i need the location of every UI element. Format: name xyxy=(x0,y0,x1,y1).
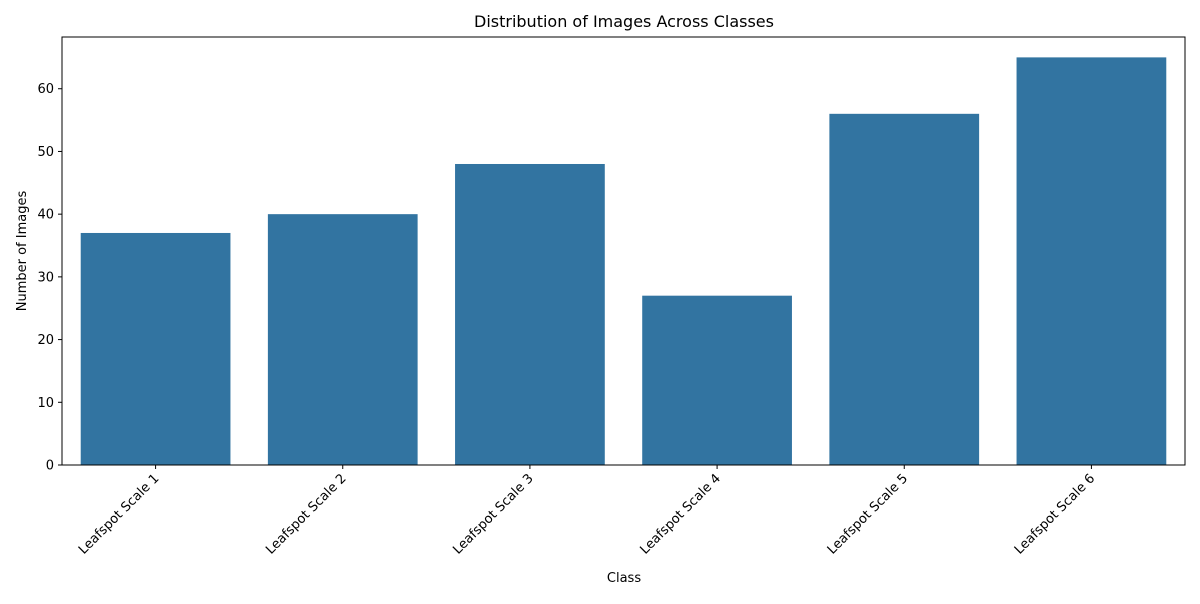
plot-frame xyxy=(61,36,1186,466)
y-tick-label: 20 xyxy=(37,333,54,348)
x-tick-label: Leafspot Scale 4 xyxy=(638,471,724,557)
y-tick-label: 40 xyxy=(37,208,54,223)
x-axis-label: Class xyxy=(607,571,641,586)
bar-4 xyxy=(642,295,792,465)
bar-3 xyxy=(455,163,605,465)
x-tick-label: Leafspot Scale 3 xyxy=(450,471,536,557)
y-tick-label: 60 xyxy=(37,82,54,97)
y-tick-label: 50 xyxy=(37,145,54,160)
bar-2 xyxy=(267,214,418,465)
bar-6 xyxy=(1016,57,1167,465)
y-axis-ticks: 0 10 20 30 40 50 60 xyxy=(37,82,62,474)
x-tick-label: Leafspot Scale 2 xyxy=(263,471,349,557)
y-axis-label: Number of Images xyxy=(15,191,30,312)
bars-layer xyxy=(80,57,1167,466)
x-axis-ticks: Leafspot Scale 1 Leafspot Scale 2 Leafspot… xyxy=(76,465,1098,558)
y-tick-label: 30 xyxy=(37,270,54,285)
x-tick-label: Leafspot Scale 1 xyxy=(76,471,162,557)
chart-title: Distribution of Images Across Classes xyxy=(474,12,774,31)
bar-1 xyxy=(80,232,231,465)
y-tick-label: 0 xyxy=(46,459,54,474)
x-tick-label: Leafspot Scale 6 xyxy=(1012,471,1098,557)
x-tick-label: Leafspot Scale 5 xyxy=(825,471,911,557)
bar-5 xyxy=(829,113,980,466)
y-tick-label: 10 xyxy=(37,396,54,411)
